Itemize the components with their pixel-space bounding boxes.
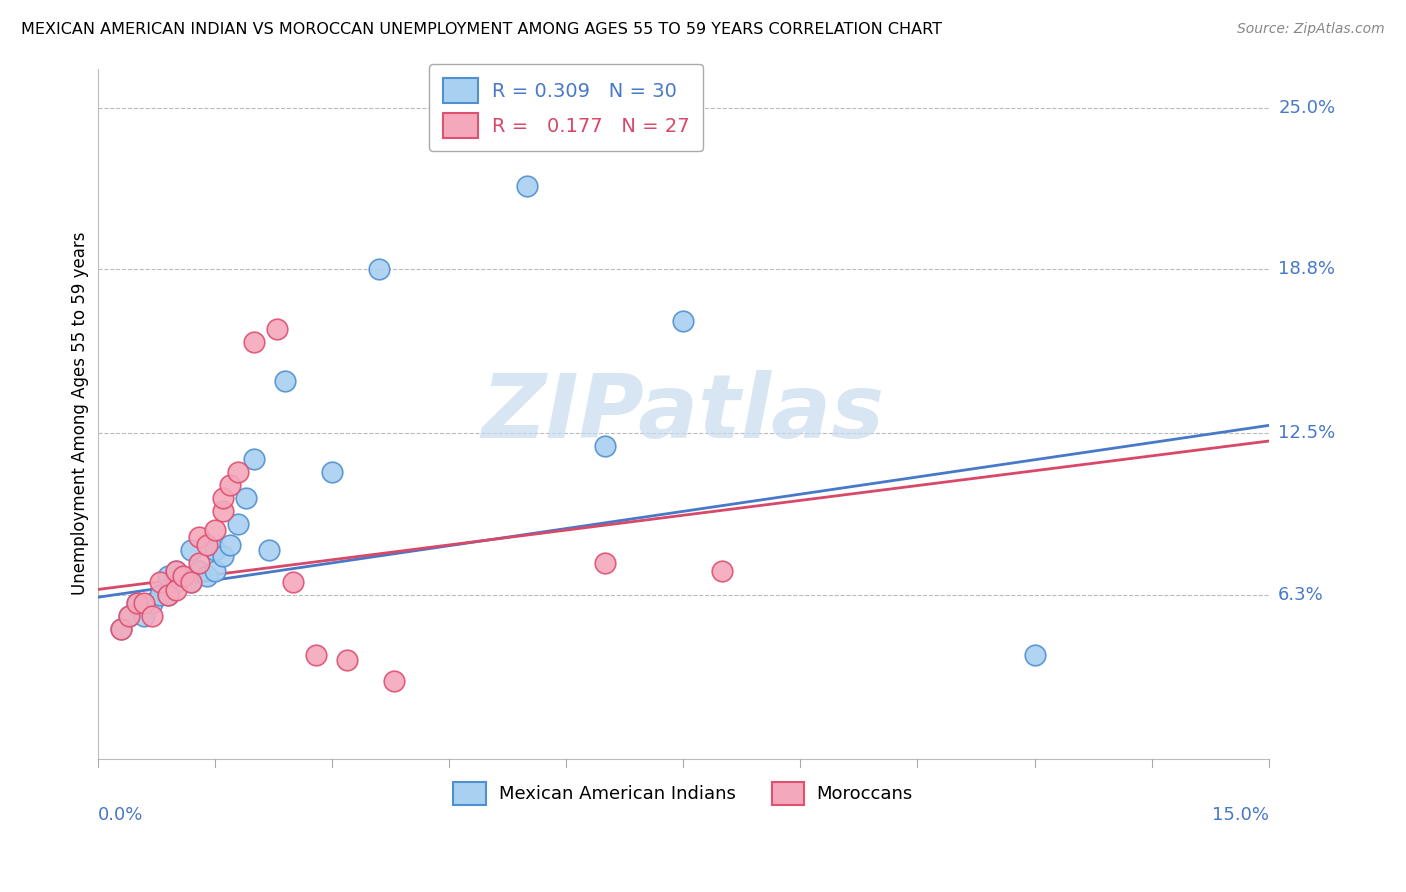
Point	[188, 557, 211, 571]
Point	[219, 478, 242, 492]
Point	[204, 543, 226, 558]
Point	[1024, 648, 1046, 662]
Text: 12.5%: 12.5%	[1278, 425, 1336, 442]
Point	[711, 564, 734, 578]
Text: ZIPatlas: ZIPatlas	[482, 370, 884, 458]
Point	[172, 569, 194, 583]
Point	[134, 595, 156, 609]
Y-axis label: Unemployment Among Ages 55 to 59 years: Unemployment Among Ages 55 to 59 years	[72, 232, 89, 596]
Point	[235, 491, 257, 506]
Point	[274, 374, 297, 388]
Point	[336, 653, 359, 667]
Point	[180, 543, 202, 558]
Point	[204, 564, 226, 578]
Point	[165, 574, 187, 589]
Point	[211, 491, 233, 506]
Text: Source: ZipAtlas.com: Source: ZipAtlas.com	[1237, 22, 1385, 37]
Text: 15.0%: 15.0%	[1212, 805, 1268, 823]
Point	[242, 452, 264, 467]
Point	[149, 588, 172, 602]
Point	[593, 557, 616, 571]
Point	[219, 538, 242, 552]
Point	[180, 574, 202, 589]
Point	[226, 517, 249, 532]
Point	[226, 465, 249, 479]
Point	[165, 582, 187, 597]
Point	[180, 574, 202, 589]
Text: 6.3%: 6.3%	[1278, 586, 1324, 604]
Point	[593, 439, 616, 453]
Point	[134, 608, 156, 623]
Point	[211, 504, 233, 518]
Point	[321, 465, 343, 479]
Point	[266, 322, 288, 336]
Text: 0.0%: 0.0%	[97, 805, 143, 823]
Point	[367, 262, 389, 277]
Point	[259, 543, 281, 558]
Point	[195, 538, 218, 552]
Point	[305, 648, 328, 662]
Text: 18.8%: 18.8%	[1278, 260, 1336, 278]
Point	[204, 523, 226, 537]
Point	[211, 549, 233, 563]
Point	[118, 608, 141, 623]
Point	[165, 564, 187, 578]
Point	[281, 574, 304, 589]
Text: MEXICAN AMERICAN INDIAN VS MOROCCAN UNEMPLOYMENT AMONG AGES 55 TO 59 YEARS CORRE: MEXICAN AMERICAN INDIAN VS MOROCCAN UNEM…	[21, 22, 942, 37]
Point	[125, 595, 148, 609]
Point	[172, 569, 194, 583]
Point	[188, 530, 211, 544]
Point	[516, 178, 538, 193]
Point	[242, 334, 264, 349]
Point	[156, 569, 179, 583]
Point	[141, 595, 163, 609]
Point	[195, 569, 218, 583]
Point	[382, 673, 405, 688]
Point	[118, 608, 141, 623]
Point	[149, 574, 172, 589]
Point	[672, 314, 695, 328]
Point	[125, 595, 148, 609]
Point	[188, 564, 211, 578]
Point	[165, 564, 187, 578]
Point	[156, 588, 179, 602]
Text: 25.0%: 25.0%	[1278, 99, 1336, 117]
Point	[110, 622, 132, 636]
Legend: Mexican American Indians, Moroccans: Mexican American Indians, Moroccans	[446, 774, 920, 812]
Point	[156, 588, 179, 602]
Point	[110, 622, 132, 636]
Point	[141, 608, 163, 623]
